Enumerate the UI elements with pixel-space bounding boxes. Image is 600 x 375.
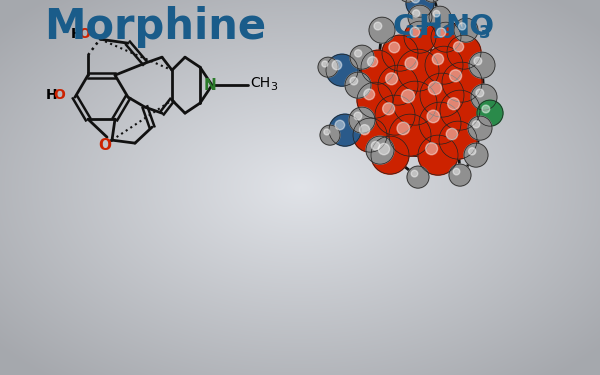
Circle shape bbox=[429, 6, 451, 28]
Circle shape bbox=[406, 0, 434, 17]
Circle shape bbox=[410, 27, 419, 37]
Circle shape bbox=[401, 90, 415, 103]
Circle shape bbox=[473, 121, 480, 128]
Circle shape bbox=[322, 61, 328, 67]
Circle shape bbox=[454, 42, 464, 52]
Circle shape bbox=[411, 170, 418, 177]
Circle shape bbox=[393, 81, 437, 125]
Circle shape bbox=[404, 21, 436, 53]
Circle shape bbox=[419, 102, 461, 144]
Circle shape bbox=[412, 0, 420, 3]
Circle shape bbox=[447, 35, 481, 69]
Circle shape bbox=[433, 10, 440, 17]
Circle shape bbox=[439, 121, 477, 159]
Circle shape bbox=[383, 103, 395, 115]
Circle shape bbox=[371, 141, 380, 150]
Circle shape bbox=[469, 52, 495, 78]
Circle shape bbox=[482, 105, 490, 113]
Circle shape bbox=[397, 122, 410, 135]
Circle shape bbox=[408, 5, 432, 29]
Text: 19: 19 bbox=[431, 24, 454, 42]
Circle shape bbox=[389, 42, 400, 53]
Circle shape bbox=[428, 81, 442, 95]
Circle shape bbox=[405, 57, 418, 70]
Text: O: O bbox=[53, 88, 65, 102]
Circle shape bbox=[374, 22, 382, 30]
Circle shape bbox=[427, 110, 440, 123]
Circle shape bbox=[335, 120, 344, 130]
Circle shape bbox=[431, 22, 461, 52]
Circle shape bbox=[366, 136, 394, 164]
Circle shape bbox=[448, 98, 460, 110]
Circle shape bbox=[318, 57, 338, 77]
Text: H: H bbox=[70, 27, 82, 41]
Text: O: O bbox=[78, 27, 90, 41]
Circle shape bbox=[371, 136, 409, 174]
Text: 3: 3 bbox=[479, 24, 491, 42]
Text: C: C bbox=[392, 13, 413, 41]
Circle shape bbox=[458, 23, 466, 30]
Circle shape bbox=[442, 62, 482, 102]
Text: N: N bbox=[203, 78, 217, 93]
Circle shape bbox=[364, 89, 374, 100]
Circle shape bbox=[449, 70, 461, 82]
Circle shape bbox=[367, 57, 377, 67]
Circle shape bbox=[386, 73, 398, 85]
Text: H: H bbox=[418, 13, 442, 41]
Circle shape bbox=[474, 57, 482, 65]
Text: CH: CH bbox=[250, 76, 270, 90]
Text: H: H bbox=[46, 88, 57, 102]
Text: O: O bbox=[98, 138, 112, 153]
Circle shape bbox=[446, 128, 458, 140]
Circle shape bbox=[399, 0, 417, 2]
Circle shape bbox=[413, 10, 420, 17]
Circle shape bbox=[468, 116, 492, 140]
Circle shape bbox=[418, 135, 458, 175]
Circle shape bbox=[357, 82, 393, 118]
Circle shape bbox=[345, 72, 371, 98]
Circle shape bbox=[449, 164, 471, 186]
Circle shape bbox=[425, 143, 437, 155]
Circle shape bbox=[397, 49, 439, 91]
Circle shape bbox=[407, 166, 429, 188]
Circle shape bbox=[453, 168, 460, 175]
Circle shape bbox=[382, 35, 418, 71]
Circle shape bbox=[423, 0, 441, 2]
Circle shape bbox=[320, 125, 340, 145]
Text: 17: 17 bbox=[404, 24, 427, 42]
Circle shape bbox=[425, 46, 463, 84]
Circle shape bbox=[432, 53, 443, 65]
Circle shape bbox=[420, 73, 464, 117]
Circle shape bbox=[464, 143, 488, 167]
Circle shape bbox=[389, 114, 431, 156]
Circle shape bbox=[375, 95, 415, 135]
Circle shape bbox=[361, 50, 395, 84]
Circle shape bbox=[359, 124, 370, 135]
Circle shape bbox=[324, 129, 330, 135]
Circle shape bbox=[349, 107, 375, 133]
Circle shape bbox=[477, 100, 503, 126]
Text: Morphine: Morphine bbox=[44, 6, 266, 48]
Circle shape bbox=[329, 114, 361, 146]
Circle shape bbox=[326, 54, 358, 86]
Text: 3: 3 bbox=[270, 82, 277, 92]
Circle shape bbox=[354, 112, 362, 120]
Text: NO: NO bbox=[445, 13, 494, 41]
Circle shape bbox=[355, 50, 362, 57]
Circle shape bbox=[454, 18, 478, 42]
Circle shape bbox=[378, 65, 418, 105]
Circle shape bbox=[469, 148, 476, 155]
Circle shape bbox=[350, 77, 358, 85]
Circle shape bbox=[378, 143, 389, 155]
Circle shape bbox=[471, 84, 497, 110]
Circle shape bbox=[353, 118, 387, 152]
Circle shape bbox=[440, 90, 480, 130]
Circle shape bbox=[350, 45, 374, 69]
Circle shape bbox=[369, 17, 395, 43]
Circle shape bbox=[476, 89, 484, 97]
Circle shape bbox=[332, 60, 341, 70]
Circle shape bbox=[437, 28, 446, 37]
